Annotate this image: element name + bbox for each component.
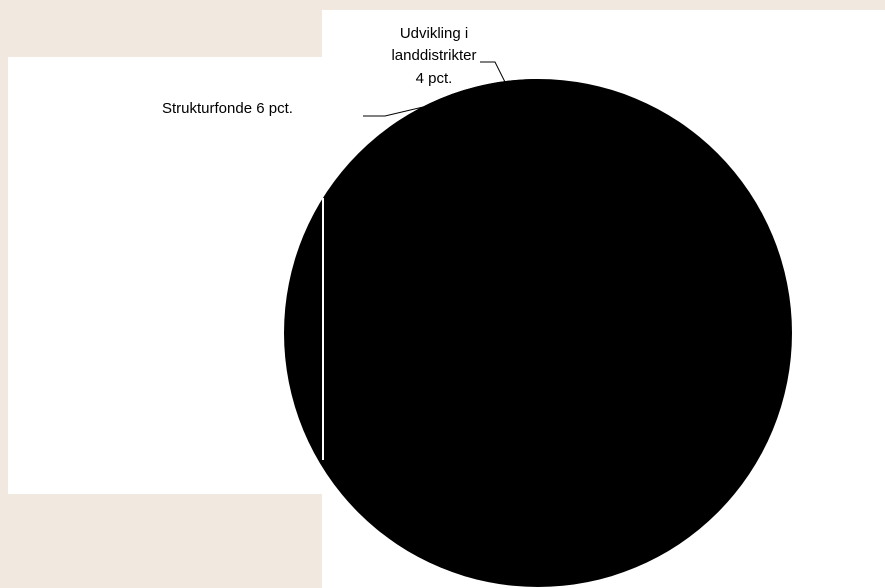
slice-label: 4 pct. [416,70,453,87]
slice-label: Strukturfonde 6 pct. [162,100,293,117]
label-leader-line [363,102,441,117]
slice-label: landdistrikter [391,47,476,64]
pie-slice [388,86,538,333]
label-leader-line [480,61,506,83]
pie-slice [474,79,538,333]
chart-panel-left [8,57,324,494]
slice-label: Udvikling i [400,25,468,42]
